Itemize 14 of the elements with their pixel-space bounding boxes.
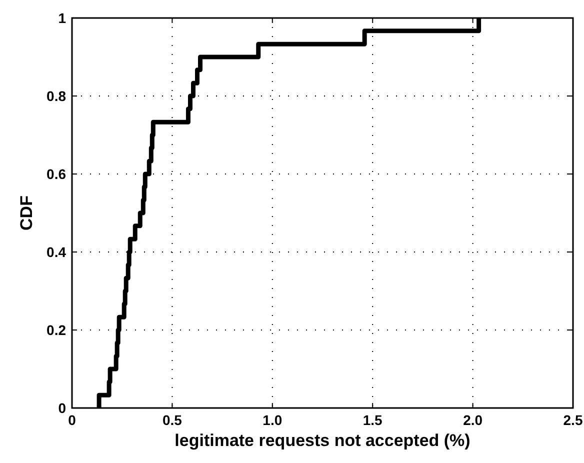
x-tick-label: 1.0 (262, 412, 282, 428)
y-tick-label: 0 (58, 400, 66, 416)
x-tick-label: 2.5 (563, 412, 583, 428)
y-axis-title: CDF (17, 196, 36, 230)
x-axis-title: legitimate requests not accepted (%) (174, 431, 470, 450)
y-tick-label: 1 (58, 10, 66, 26)
y-tick-label: 0.4 (46, 244, 66, 260)
y-tick-label: 0.2 (46, 322, 66, 338)
x-tick-label: 2.0 (463, 412, 483, 428)
x-tick-label: 0.5 (162, 412, 182, 428)
x-tick-label: 1.5 (362, 412, 383, 428)
x-tick-label: 0 (68, 412, 76, 428)
y-tick-label: 0.8 (46, 88, 66, 104)
y-tick-label: 0.6 (46, 166, 66, 182)
